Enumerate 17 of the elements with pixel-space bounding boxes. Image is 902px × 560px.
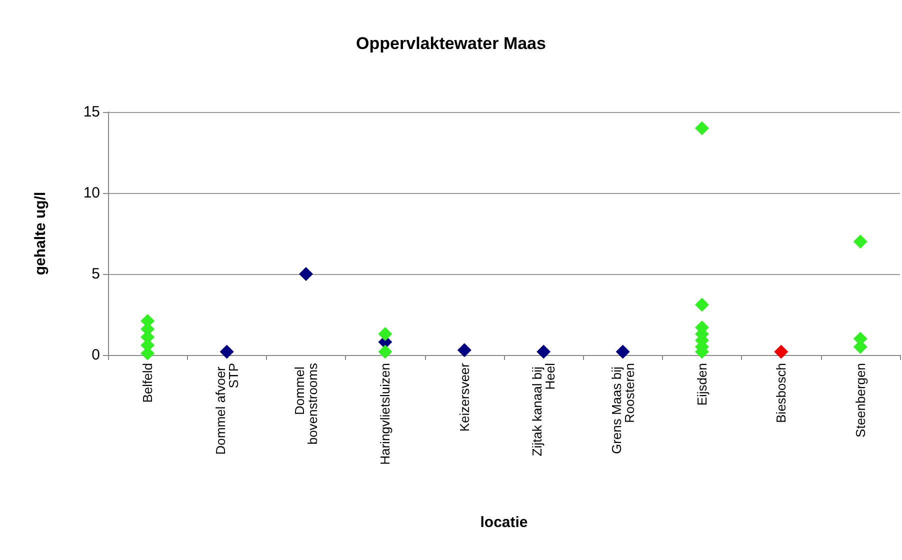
y-tick-label: 0 <box>92 346 100 364</box>
x-tick-label: Belfeld <box>140 363 156 403</box>
x-tick-label: Keizersveer <box>456 362 472 432</box>
x-tick-label: Haringvlietsluizen <box>378 363 393 465</box>
y-tick-label: 5 <box>92 266 100 282</box>
chart-title: Oppervlaktewater Maas <box>356 34 546 53</box>
x-tick-label: Dommel bovenstrooms <box>292 362 320 445</box>
x-tick-label: Zijtak kanaal bij Heel <box>530 362 558 456</box>
y-tick-label: 15 <box>83 104 100 120</box>
x-tick-label: Eijsden <box>694 363 710 406</box>
y-axis-title: gehalte ug/l <box>32 192 49 276</box>
y-tick-label: 10 <box>83 184 100 202</box>
x-tick-label: Dommel afvoer STP <box>212 363 241 455</box>
x-axis-title: locatie <box>480 514 528 531</box>
x-tick-label: Biesbosch <box>774 363 789 423</box>
x-tick-label: Steenbergen <box>852 363 868 438</box>
x-tick-label: Grens Maas bij Roosteren <box>608 363 637 454</box>
